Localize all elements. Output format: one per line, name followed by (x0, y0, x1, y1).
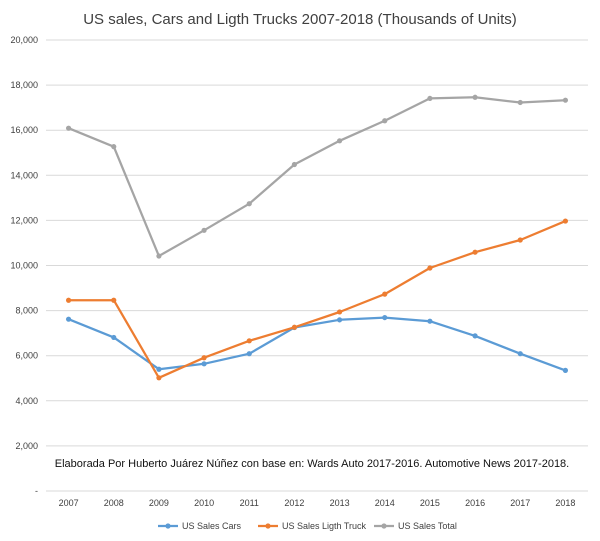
data-point (65, 297, 72, 303)
data-point (246, 338, 252, 344)
data-point (156, 253, 162, 259)
y-tick-label: 12,000 (10, 215, 38, 225)
data-point (201, 227, 207, 233)
legend: US Sales Cars US Sales Ligth Truck US Sale… (158, 521, 457, 531)
y-tick-label: 6,000 (15, 351, 38, 361)
data-point (111, 297, 117, 303)
legend-swatch-marker (265, 523, 271, 529)
x-tick-label: 2007 (59, 498, 79, 508)
x-tick-label: 2018 (555, 498, 575, 508)
data-point (427, 318, 433, 324)
series-0 (65, 314, 569, 373)
legend-item: US Sales Cars (158, 521, 242, 531)
legend-item: US Sales Ligth Truck (258, 521, 367, 531)
x-tick-label: 2017 (510, 498, 530, 508)
series-1 (65, 218, 569, 381)
legend-label: US Sales Ligth Truck (282, 521, 367, 531)
data-point (246, 201, 252, 207)
data-point (291, 324, 298, 330)
x-tick-label: 2011 (240, 498, 259, 508)
data-point (562, 218, 569, 224)
data-point (472, 249, 478, 255)
data-point (201, 361, 207, 367)
data-point (291, 161, 298, 168)
data-point (562, 97, 569, 103)
data-point (65, 316, 72, 322)
gridlines (46, 39, 588, 492)
data-point (65, 125, 72, 131)
y-tick-label: 10,000 (10, 261, 38, 271)
data-point (427, 95, 433, 102)
data-point (517, 237, 523, 243)
data-point (111, 334, 117, 341)
y-tick-label: 18,000 (10, 80, 38, 90)
x-tick-label: 2014 (375, 498, 395, 508)
y-tick-label: 16,000 (10, 125, 38, 135)
data-point (517, 351, 523, 357)
data-point (336, 317, 343, 323)
data-point (472, 94, 478, 100)
legend-label: US Sales Total (398, 521, 457, 531)
data-point (382, 314, 388, 321)
data-point (246, 351, 252, 357)
data-point (156, 366, 162, 372)
chart-title: US sales, Cars and Ligth Trucks 2007-201… (83, 11, 517, 28)
y-axis-ticks: - 2,000 4,000 6,000 8,000 10,000 12,000 14,000 1… (10, 35, 38, 496)
x-tick-label: 2016 (465, 498, 485, 508)
y-tick-label: 14,000 (10, 170, 38, 180)
data-point (336, 138, 343, 144)
x-tick-label: 2008 (104, 498, 124, 508)
x-tick-label: 2012 (284, 498, 304, 508)
data-point (382, 291, 388, 297)
y-tick-label: 8,000 (15, 306, 38, 316)
series-line (68, 316, 566, 372)
x-tick-label: 2013 (330, 498, 350, 508)
y-tick-label: 2,000 (15, 441, 38, 451)
series-line (68, 220, 566, 379)
x-axis-ticks: 2007 2008 2009 2010 2011 2012 2013 2014 2015 2016… (59, 498, 576, 508)
x-tick-label: 2015 (420, 498, 440, 508)
data-point (156, 375, 162, 381)
series-lines (65, 94, 569, 381)
series-2 (65, 94, 569, 259)
y-tick-label: 4,000 (15, 396, 38, 406)
data-point (382, 118, 388, 124)
x-tick-label: 2009 (149, 498, 169, 508)
y-tick-label: - (35, 486, 38, 496)
data-point (336, 309, 343, 315)
legend-swatch-marker (165, 523, 171, 529)
data-point (111, 144, 117, 150)
x-tick-label: 2010 (194, 498, 214, 508)
data-point (201, 355, 207, 361)
data-point (427, 265, 433, 271)
legend-label: US Sales Cars (182, 521, 242, 531)
source-annotation: Elaborada Por Huberto Juárez Núñez con b… (55, 458, 569, 470)
legend-item: US Sales Total (374, 521, 457, 531)
legend-swatch-marker (381, 523, 387, 529)
data-point (472, 333, 478, 339)
data-point (562, 367, 569, 373)
data-point (517, 99, 523, 106)
series-line (68, 96, 566, 258)
y-tick-label: 20,000 (10, 35, 38, 45)
